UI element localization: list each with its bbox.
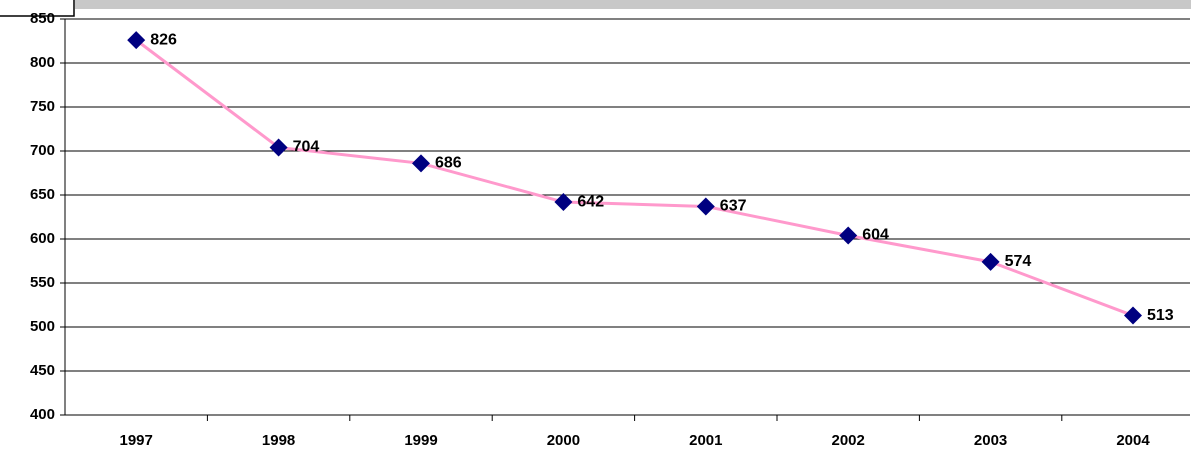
y-tick-label: 850 (30, 10, 55, 27)
data-label: 642 (577, 193, 604, 210)
x-tick-label: 1999 (404, 432, 437, 449)
y-tick-label: 800 (30, 54, 55, 71)
y-tick-label: 750 (30, 98, 55, 115)
y-tick-label: 700 (30, 142, 55, 159)
data-label: 513 (1147, 307, 1174, 324)
x-tick-label: 1997 (120, 432, 153, 449)
data-label: 574 (1005, 253, 1032, 270)
x-tick-label: 2004 (1116, 432, 1150, 449)
top-strip (75, 0, 1191, 9)
y-tick-label: 500 (30, 318, 55, 335)
corner-frame (0, 0, 75, 17)
data-label: 686 (435, 155, 462, 172)
marker (696, 197, 715, 216)
y-tick-label: 400 (30, 406, 55, 423)
marker (412, 154, 430, 173)
y-tick-label: 650 (30, 186, 55, 203)
y-tick-label: 600 (30, 230, 55, 247)
x-tick-label: 1998 (262, 432, 295, 449)
x-tick-label: 2001 (689, 432, 722, 449)
marker (1124, 306, 1142, 325)
marker (127, 31, 146, 50)
data-label: 704 (293, 139, 320, 156)
x-tick-label: 2002 (832, 432, 865, 449)
marker (981, 252, 1000, 271)
data-label: 826 (150, 31, 177, 48)
marker (554, 193, 573, 212)
data-label: 637 (720, 198, 747, 215)
x-tick-label: 2000 (547, 432, 580, 449)
data-label: 604 (862, 227, 889, 244)
x-tick-label: 2003 (974, 432, 1007, 449)
y-tick-label: 450 (30, 362, 55, 379)
marker (839, 226, 858, 245)
line (135, 38, 1134, 317)
marker (269, 138, 288, 157)
y-tick-label: 550 (30, 274, 55, 291)
